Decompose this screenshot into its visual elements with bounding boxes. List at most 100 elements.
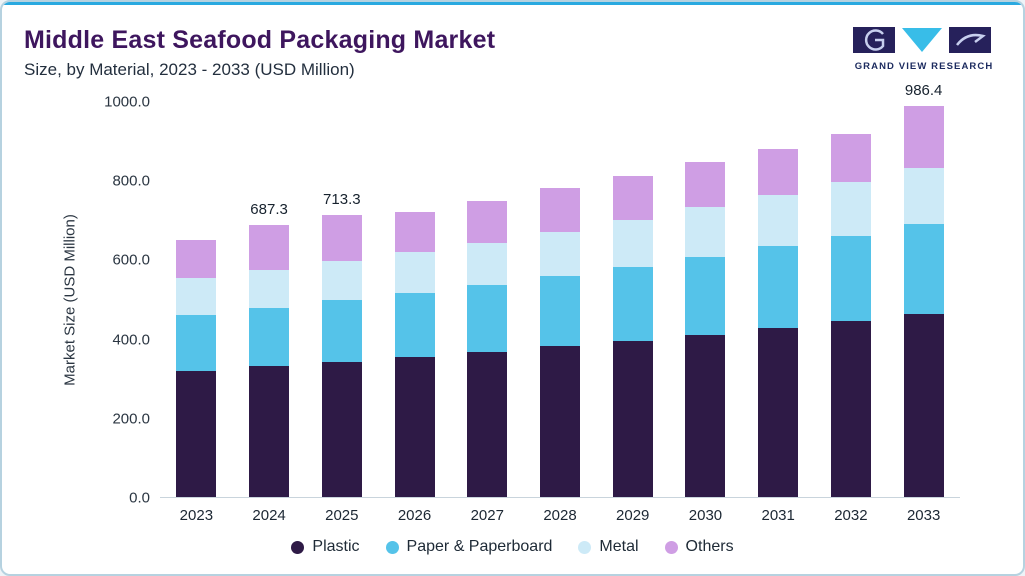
bar-2026: [394, 211, 435, 497]
bar-segment-2024-metal: [249, 270, 290, 308]
x-axis-labels: 2023 2024 2025 2026 2027 2028 2029 2030 2031 2032…: [160, 507, 960, 527]
bar-segment-2025-paper-paperboard: [321, 300, 362, 362]
legend-swatch-metal: [578, 540, 592, 554]
bar-segment-2024-plastic: [249, 366, 290, 497]
bar-segment-2029-plastic: [612, 340, 653, 497]
bar-segment-2030-metal: [685, 207, 726, 258]
bar-segment-2025-metal: [321, 261, 362, 301]
bar-2032: [830, 134, 871, 497]
bar-segment-2032-plastic: [830, 321, 871, 497]
bar-total-label-2024: 687.3: [250, 200, 288, 218]
chart-title: Middle East Seafood Packaging Market: [24, 26, 496, 54]
bar-segment-2027-metal: [467, 242, 508, 285]
bar-segment-2028-plastic: [540, 346, 580, 497]
y-tick-label-200.0: 200.0: [112, 410, 150, 428]
bar-segment-2026-metal: [394, 252, 435, 294]
bar-segment-2027-others: [467, 200, 508, 243]
bar-segment-2031-metal: [758, 194, 799, 247]
legend-swatch-others: [664, 540, 678, 554]
y-tick-label-800.0: 800.0: [112, 172, 150, 190]
bar-segment-2024-paper-paperboard: [249, 307, 290, 367]
bar-segment-2033-paper-paperboard: [903, 223, 944, 315]
bar-total-label-2033: 986.4: [904, 82, 943, 100]
bar-segment-2028-paper-paperboard: [540, 275, 580, 347]
header: Middle East Seafood Packaging Market Siz…: [24, 26, 999, 80]
bar-segment-2029-paper-paperboard: [612, 266, 653, 341]
x-tick-label-2031: 2031: [761, 507, 795, 524]
bar-segment-2023-plastic: [176, 371, 217, 497]
legend-swatch-paper-paperboard: [385, 540, 399, 554]
bar-2033: [903, 106, 944, 497]
bar-total-label-2025: 713.3: [323, 190, 361, 208]
legend-label-others: Others: [685, 538, 734, 555]
bar-segment-2027-paper-paperboard: [467, 284, 508, 353]
x-tick-label-2027: 2027: [470, 507, 504, 524]
legend-item-paper-paperboard: Paper & Paperboard: [385, 538, 553, 556]
legend: Plastic Paper & Paperboard Metal Others: [2, 538, 1023, 556]
bar-segment-2031-paper-paperboard: [758, 246, 799, 328]
x-tick-label-2023: 2023: [179, 507, 214, 524]
bar-segment-2032-metal: [830, 181, 871, 236]
bar-segment-2032-paper-paperboard: [830, 235, 871, 322]
bar-segment-2029-metal: [612, 220, 653, 267]
x-tick-label-2024: 2024: [252, 507, 286, 524]
bar-segment-2023-metal: [176, 278, 217, 315]
bar-segment-2024-others: [249, 224, 290, 271]
x-tick-label-2029: 2029: [616, 507, 650, 524]
x-tick-label-2026: 2026: [397, 507, 432, 524]
top-accent-line: [2, 2, 1023, 5]
bar-segment-2026-paper-paperboard: [394, 293, 435, 357]
bar-segment-2030-plastic: [685, 334, 726, 497]
bar-segment-2033-others: [903, 106, 944, 168]
x-tick-label-2028: 2028: [543, 507, 577, 524]
x-tick-label-2032: 2032: [834, 507, 868, 524]
bar-2028: [540, 188, 580, 497]
x-tick-label-2033: 2033: [906, 507, 941, 524]
logo-text: GRAND VIEW RESEARCH: [854, 61, 994, 72]
bar-segment-2028-metal: [540, 231, 580, 276]
bar-segment-2026-plastic: [394, 356, 435, 497]
legend-item-metal: Metal: [578, 538, 639, 556]
x-tick-label-2025: 2025: [325, 507, 359, 524]
bar-2029: [612, 176, 653, 497]
bar-segment-2026-others: [394, 211, 435, 253]
bar-segment-2033-plastic: [903, 314, 944, 497]
legend-item-others: Others: [664, 538, 734, 556]
bar-segment-2025-others: [321, 214, 362, 262]
legend-label-plastic: Plastic: [312, 538, 360, 555]
bar-segment-2030-paper-paperboard: [685, 257, 726, 335]
legend-item-plastic: Plastic: [291, 538, 360, 556]
bar-2025: [321, 214, 362, 497]
bar-segment-2029-others: [612, 176, 653, 221]
y-tick-label-1000.0: 1000.0: [104, 93, 150, 111]
legend-swatch-plastic: [291, 540, 305, 554]
bar-segment-2031-plastic: [758, 327, 799, 497]
bar-2024: [249, 224, 290, 497]
grand-view-research-logo: GRAND VIEW RESEARCH: [849, 26, 999, 72]
legend-label-paper-paperboard: Paper & Paperboard: [406, 538, 553, 555]
title-block: Middle East Seafood Packaging Market Siz…: [24, 26, 495, 80]
bar-segment-2023-others: [176, 239, 217, 279]
logo-mark-icon: [853, 27, 991, 53]
bar-segment-2033-metal: [903, 167, 944, 224]
y-axis-ticks: 0.0 200.0 400.0 600.0 800.0 1000.0: [88, 94, 150, 507]
y-tick-label-400.0: 400.0: [112, 331, 150, 349]
bar-2027: [467, 200, 508, 497]
bar-segment-2023-paper-paperboard: [176, 314, 217, 372]
y-tick-label-0.0: 0.0: [129, 489, 150, 507]
bar-segment-2028-others: [540, 188, 580, 232]
y-axis-title: Market Size (USD Million): [61, 214, 79, 386]
bar-segment-2025-plastic: [321, 361, 362, 497]
bar-segment-2030-others: [685, 162, 726, 208]
x-tick-label-2030: 2030: [688, 507, 723, 524]
bar-2030: [685, 162, 726, 497]
bar-segment-2032-others: [830, 134, 871, 182]
bar-segment-2031-others: [758, 149, 799, 195]
bar-2023: [176, 239, 217, 497]
y-tick-label-600.0: 600.0: [112, 251, 150, 269]
bar-segment-2027-plastic: [467, 352, 508, 497]
bar-2031: [758, 149, 799, 497]
legend-label-metal: Metal: [599, 538, 639, 555]
plot-area: 687.3 713.3 986.4: [160, 82, 960, 498]
